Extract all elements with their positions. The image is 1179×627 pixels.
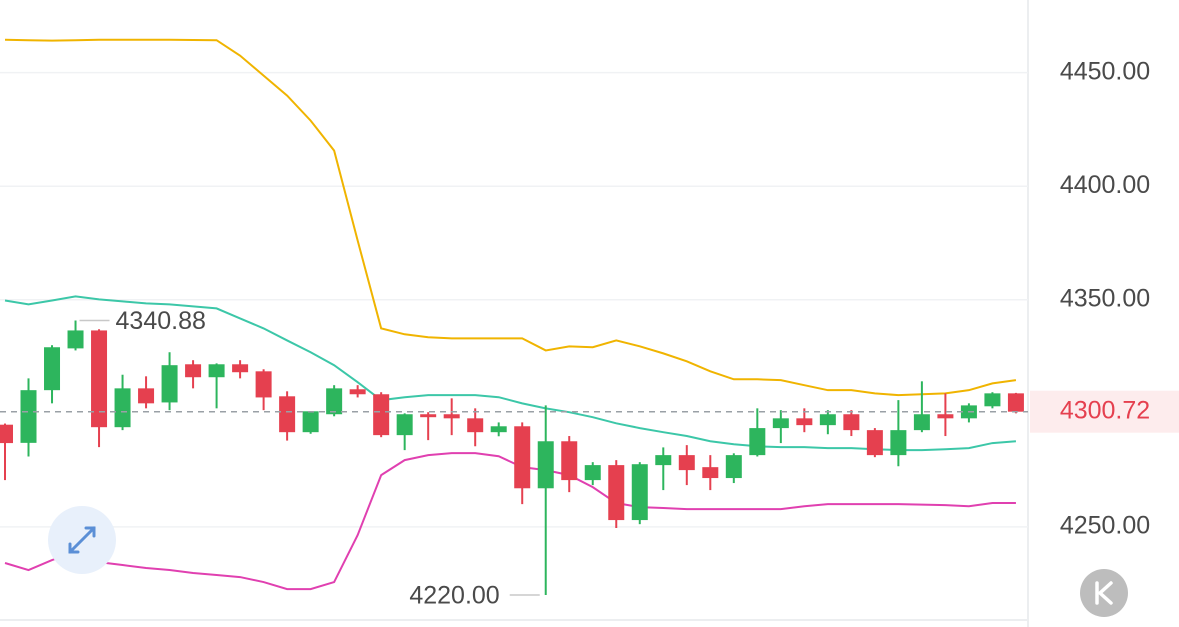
candle-body [302, 411, 319, 433]
candle-body [913, 414, 930, 431]
last-price-bg [1030, 390, 1179, 433]
candle-body [232, 364, 249, 373]
candle-body [326, 388, 343, 415]
last-price-label: 4300.72 [1060, 396, 1150, 424]
expand-button[interactable] [48, 506, 116, 574]
kline-button[interactable] [1080, 569, 1128, 617]
candle-body [866, 430, 883, 456]
candle-body [161, 365, 178, 403]
min-label: 4220.00 [409, 582, 499, 610]
candle-body [279, 396, 296, 433]
y-tick-label: 4350.00 [1060, 284, 1150, 312]
candle-body [561, 441, 578, 481]
y-tick-label: 4250.00 [1060, 511, 1150, 539]
candle-body [537, 441, 554, 489]
candle-body [138, 388, 155, 404]
candle-body [208, 364, 225, 378]
candle-body [608, 465, 625, 521]
candle-body [114, 388, 131, 428]
candle-body [702, 467, 719, 479]
max-label: 4340.88 [116, 307, 206, 335]
candle-body [678, 455, 695, 471]
candle-body [937, 414, 954, 419]
candle-body [772, 418, 789, 429]
candle-body [443, 414, 460, 419]
expand-icon[interactable] [68, 526, 96, 554]
candle-body [396, 414, 413, 436]
candle-body [185, 364, 202, 378]
kline-button-bg[interactable] [1080, 569, 1128, 617]
candle-body [20, 390, 37, 443]
y-tick-label: 4450.00 [1060, 57, 1150, 85]
candle-body [890, 430, 907, 456]
band-line [4, 38, 1017, 397]
candle-body [91, 330, 108, 428]
candle-body [44, 347, 61, 391]
band-line [4, 295, 1017, 452]
candle-body [490, 426, 507, 433]
candle-body [843, 414, 860, 431]
candle-body [67, 330, 84, 349]
candle-body [255, 371, 272, 398]
candle-body [655, 455, 672, 466]
candle-body [749, 428, 766, 456]
candle-body [984, 393, 1001, 407]
candle-body [514, 426, 531, 489]
candle-body [819, 414, 836, 426]
candle-body [373, 394, 390, 436]
candle-body [631, 464, 648, 521]
candle-body [0, 424, 13, 444]
candle-body [584, 465, 601, 481]
kline-icon[interactable] [1095, 581, 1113, 605]
plot-area: 4340.88 4220.00 [0, 38, 1028, 610]
candle-body [420, 414, 437, 418]
band-line [4, 452, 1016, 591]
candle-body [349, 389, 366, 395]
candle-body [1007, 393, 1024, 412]
candle-body [725, 455, 742, 479]
y-tick-label: 4400.00 [1060, 171, 1150, 199]
candle-body [467, 418, 484, 433]
candle-body [796, 418, 813, 426]
